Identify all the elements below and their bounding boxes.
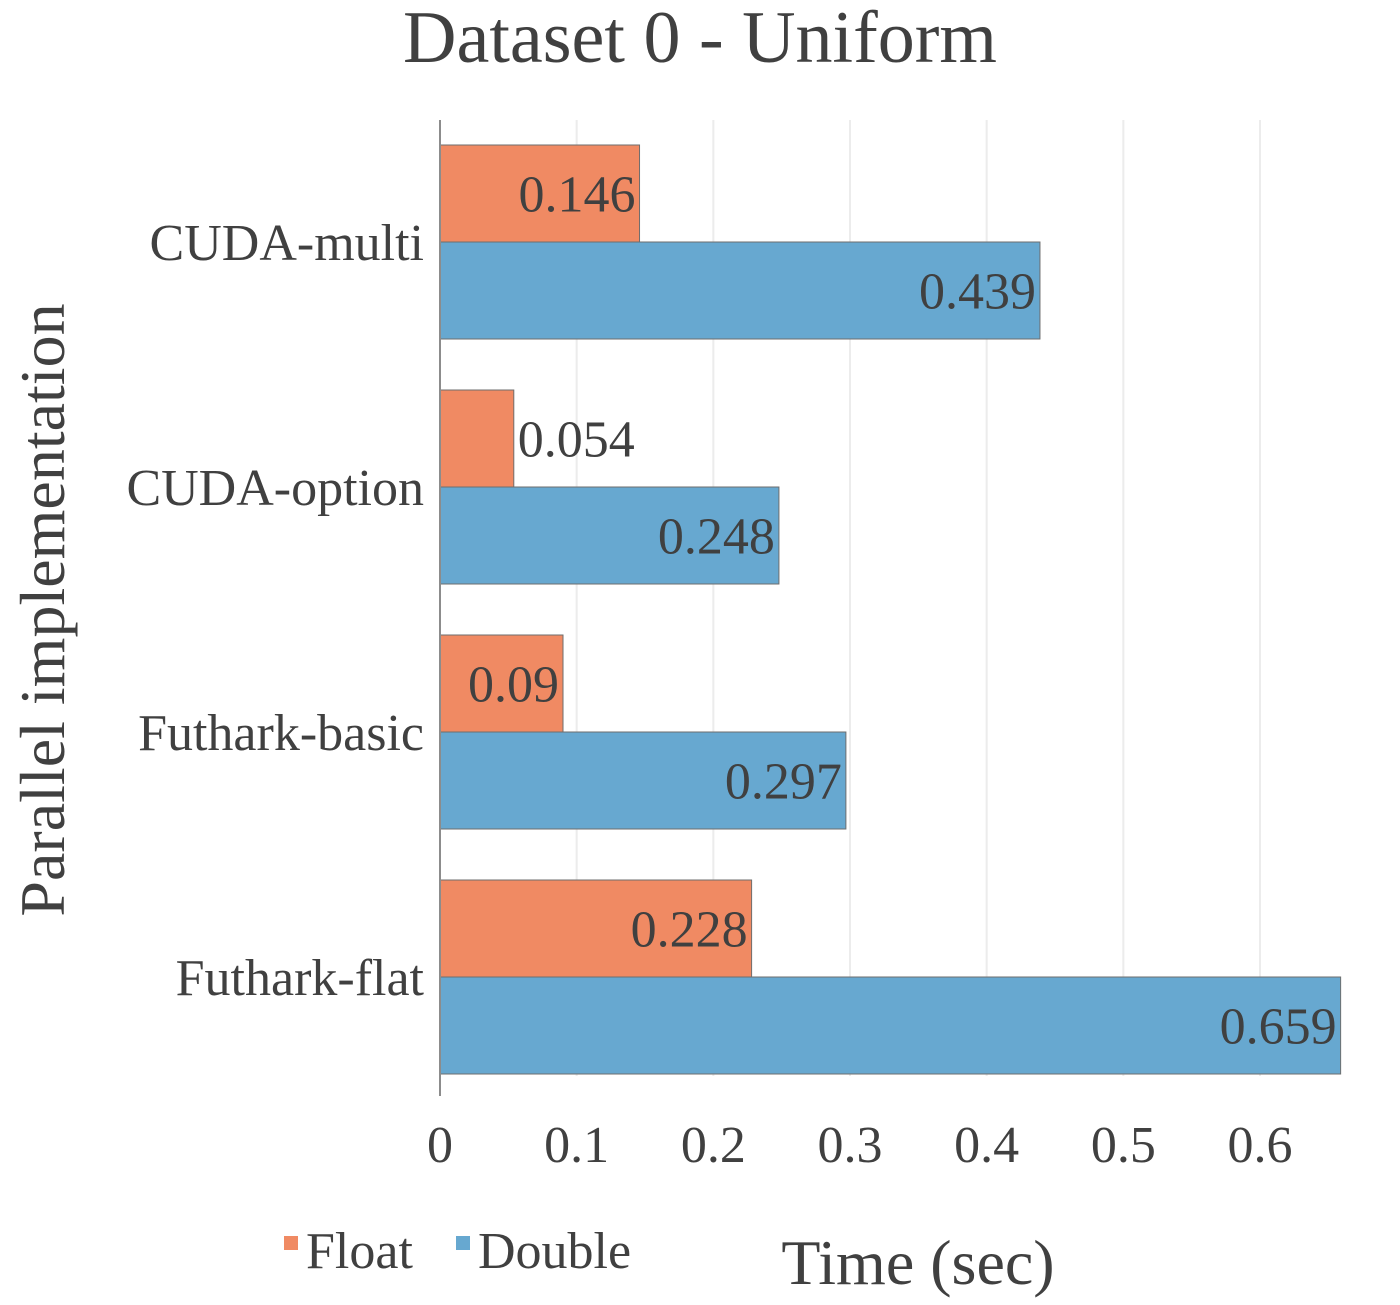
bar-float [439, 389, 515, 488]
data-label: 0.439 [919, 264, 1036, 321]
legend-label-float: Float [306, 1223, 413, 1280]
data-label: 0.146 [519, 167, 636, 224]
legend-label-double: Double [478, 1223, 631, 1280]
bar-double [439, 241, 1041, 340]
bar-double [439, 731, 847, 830]
x-tick-label: 0.3 [818, 1117, 883, 1174]
legend: Float Double [284, 1223, 631, 1280]
x-tick-label: 0.4 [954, 1117, 1019, 1174]
data-labels: 0.146 0.439 0.054 0.248 0.09 0.297 0.228 0.659 [468, 167, 1337, 1056]
bar-double [439, 976, 1342, 1075]
x-tick-label: 0.5 [1091, 1117, 1156, 1174]
data-label: 0.248 [658, 509, 775, 566]
bar-float [439, 634, 564, 733]
bars [439, 144, 1342, 1075]
chart-title: Dataset 0 - Uniform [403, 0, 997, 79]
y-axis-title: Parallel implementation [7, 303, 78, 916]
category-label: CUDA-multi [150, 215, 424, 272]
x-axis-title: Time (sec) [781, 1227, 1054, 1298]
x-tick-labels: 0 0.1 0.2 0.3 0.4 0.5 0.6 [427, 1117, 1293, 1174]
data-label: 0.09 [468, 657, 559, 714]
data-label: 0.054 [518, 412, 635, 469]
x-tick-label: 0 [427, 1117, 453, 1174]
bar-double [439, 486, 780, 585]
x-tick-label: 0.6 [1228, 1117, 1293, 1174]
x-tick-label: 0.2 [681, 1117, 746, 1174]
legend-swatch-float [284, 1236, 298, 1250]
bar-float [439, 879, 753, 978]
category-label: Futhark-basic [138, 705, 424, 762]
category-label: CUDA-option [126, 460, 424, 517]
category-labels: CUDA-multi CUDA-option Futhark-basic Futhar… [126, 215, 424, 1007]
legend-swatch-double [456, 1236, 470, 1250]
category-label: Futhark-flat [176, 950, 425, 1007]
data-label: 0.228 [631, 902, 748, 959]
x-tick-label: 0.1 [544, 1117, 609, 1174]
data-label: 0.659 [1220, 999, 1337, 1056]
data-label: 0.297 [725, 754, 842, 811]
